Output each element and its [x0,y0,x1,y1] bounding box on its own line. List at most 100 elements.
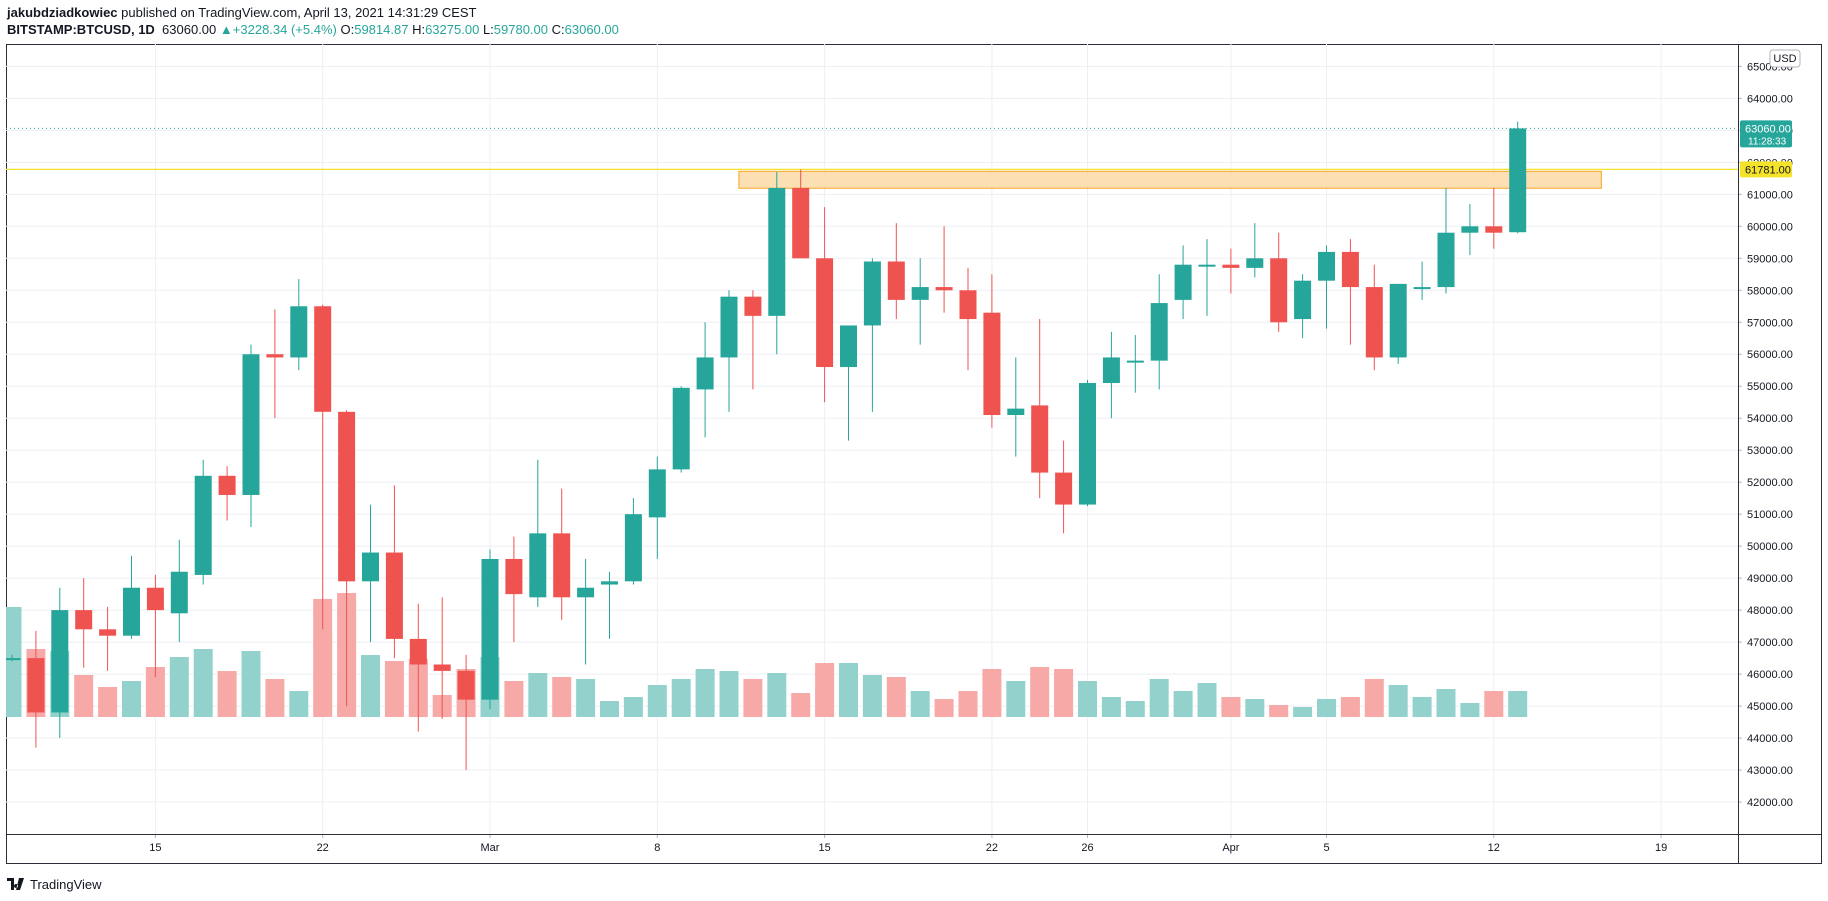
low-value: 59780.00 [493,22,549,37]
candle-body [27,658,45,713]
candle-body [481,558,499,700]
volume-bar [1173,691,1193,717]
volume-bar [934,699,954,717]
volume-bar [1340,697,1360,717]
y-tick-label: 52000.00 [1747,477,1793,489]
volume-bar [1006,681,1026,717]
volume-bar [719,671,739,717]
close-label: C: [551,22,565,37]
candle-body [887,261,905,300]
chart-frame[interactable]: 42000.00 43000.00 44000.00 45000.00 46000.00… [6,44,1822,864]
volume-bar [1269,705,1289,717]
volume-bar [217,671,237,717]
candle-body [1365,287,1383,358]
volume-bar [504,681,524,717]
volume-bar [6,607,22,717]
candle-body [1007,408,1025,416]
candle-body [51,610,69,713]
candle-body [672,387,690,470]
volume-bar [1317,699,1336,717]
candle-body [1318,251,1335,281]
candle-body [409,638,427,665]
volume-bar [1125,701,1145,717]
volume-bar [695,669,715,717]
candle-body [1461,226,1479,233]
volume-bar [1054,669,1074,717]
volume-bar [361,655,380,717]
candle-body [553,533,571,598]
volume-bar [671,679,691,717]
y-tick-label: 51000.00 [1747,509,1793,521]
symbol-label[interactable]: BITSTAMP:BTCUSD, 1D [7,22,155,37]
high-value: 63275.00 [425,22,480,37]
candle-body [840,325,857,368]
y-tick-label: 46000.00 [1747,669,1793,681]
tradingview-logo-icon[interactable] [7,878,26,890]
candle-body [433,664,451,671]
candle-body [385,552,403,639]
candle-body [911,287,929,300]
y-tick-label: 50000.00 [1747,541,1793,553]
candle-body [362,552,379,582]
low-label: L: [482,22,494,37]
high-label: H: [412,22,426,37]
candle-body [505,558,523,595]
candle-body [1174,264,1192,300]
volume-bar [791,693,811,717]
candle-body [792,187,810,259]
x-tick-label: Apr [1222,842,1239,854]
candle-body [314,306,332,412]
volume-bar [1412,697,1432,717]
candle-body [1055,472,1073,505]
volume-bar [1508,691,1528,717]
candle-body [242,354,260,495]
candle-body [529,533,547,598]
volume-bar [767,673,787,717]
price-chart[interactable]: 42000.00 43000.00 44000.00 45000.00 46000.00… [6,44,1822,864]
candle-body [6,658,21,661]
close-value: 63060.00 [564,22,619,37]
candle-body [720,296,738,358]
volume-bar [265,679,285,717]
candle-body [983,312,1001,416]
candle-body [768,187,786,316]
chart-header: jakubdziadkowiec published on TradingVie… [0,0,1828,42]
candle-body [863,261,881,326]
y-tick-label: 64000.00 [1747,93,1793,105]
volume-bar [122,681,141,717]
volume-bar [815,663,835,717]
candle-body [1222,264,1240,268]
level-label-box [1740,161,1792,178]
candle-body [1413,287,1431,290]
volume-bar [1078,681,1097,717]
candle-body [1389,283,1407,358]
candle-body [1294,280,1312,320]
y-tick-label: 42000.00 [1747,797,1793,809]
volume-bar [145,667,165,717]
volume-bar [1388,685,1408,717]
author-link[interactable]: jakubdziadkowiec [7,5,118,20]
volume-bar [886,677,906,717]
candle-body [266,354,284,358]
y-tick-label: 53000.00 [1747,445,1793,457]
candle-body [624,514,642,582]
y-tick-label: 48000.00 [1747,605,1793,617]
volume-bar [1030,667,1050,717]
volume-bar [1149,679,1169,717]
volume-bar [576,679,596,717]
candle-body [577,587,595,598]
candle-body [1031,405,1049,473]
candle-body [744,296,762,316]
y-tick-label: 44000.00 [1747,733,1793,745]
volume-bar [839,663,858,717]
candle-body [1198,264,1216,267]
level-price-label: 61781.00 [1745,164,1791,176]
last-price-label: 63060.00 [1745,123,1791,135]
tradingview-brand[interactable]: TradingView [30,876,102,892]
published-text: published on TradingView.com, April 13, … [121,5,477,20]
volume-bar [552,677,572,717]
volume-bar [623,697,643,717]
volume-bar [241,651,261,717]
candle-body [1150,303,1168,361]
candle-body [146,587,164,611]
